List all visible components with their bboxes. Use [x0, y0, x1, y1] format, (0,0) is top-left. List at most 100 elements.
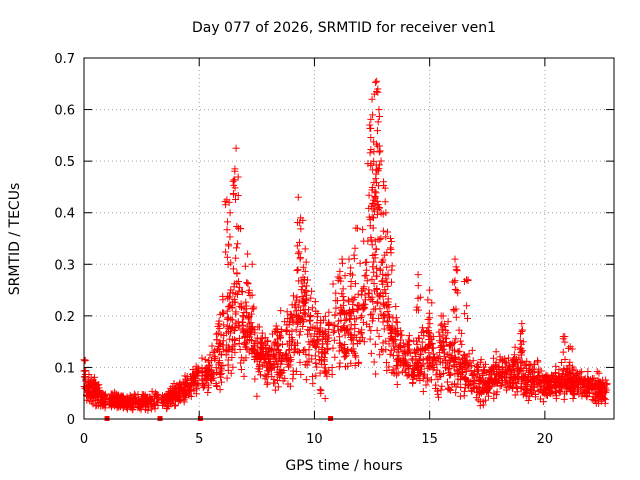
data-point	[309, 380, 317, 388]
data-point	[506, 380, 514, 388]
data-point	[418, 365, 426, 373]
data-point	[213, 382, 221, 390]
data-point	[370, 196, 378, 204]
data-point	[526, 392, 534, 400]
data-point	[537, 381, 545, 389]
data-point	[508, 361, 516, 369]
data-point	[434, 390, 442, 398]
data-point	[429, 344, 437, 352]
data-point	[542, 371, 550, 379]
data-point	[468, 387, 476, 395]
data-point	[334, 327, 342, 335]
data-point	[299, 346, 307, 354]
data-point	[387, 237, 395, 245]
data-point	[299, 302, 307, 310]
data-point	[114, 393, 122, 401]
data-point	[331, 353, 339, 361]
data-point	[383, 367, 391, 375]
data-point	[386, 235, 394, 242]
data-point	[312, 352, 320, 360]
data-point	[366, 222, 374, 230]
data-point	[483, 387, 491, 395]
data-point	[231, 196, 239, 203]
data-point	[108, 401, 116, 409]
data-point	[368, 310, 376, 318]
data-point	[369, 111, 377, 119]
data-point	[393, 381, 401, 389]
data-point	[378, 277, 386, 285]
data-point	[356, 259, 364, 267]
data-point	[480, 363, 488, 371]
data-point	[383, 308, 391, 316]
data-point	[561, 355, 569, 363]
data-point	[362, 296, 370, 304]
data-point	[508, 384, 516, 392]
data-point	[301, 267, 309, 275]
data-point	[310, 336, 318, 344]
data-point	[125, 396, 133, 404]
data-point	[580, 379, 588, 387]
data-point	[261, 354, 269, 362]
data-point	[587, 376, 595, 384]
data-point	[318, 344, 326, 352]
data-point	[235, 287, 243, 295]
data-point	[376, 204, 384, 212]
data-point	[437, 321, 445, 329]
data-point	[273, 342, 281, 350]
data-point	[231, 165, 239, 173]
data-point	[344, 296, 352, 304]
data-point	[354, 290, 362, 298]
data-point	[335, 347, 343, 355]
data-point	[240, 356, 248, 364]
data-point	[329, 328, 337, 336]
data-point	[301, 310, 309, 318]
data-point	[160, 400, 168, 408]
data-point	[167, 385, 175, 393]
data-point	[437, 386, 445, 394]
data-point	[559, 378, 567, 386]
data-point	[347, 308, 355, 316]
data-point	[219, 337, 227, 345]
data-point	[255, 368, 263, 376]
data-point	[414, 271, 422, 279]
data-point	[393, 362, 401, 370]
data-point	[203, 367, 211, 375]
data-point	[357, 314, 365, 322]
data-point	[119, 404, 127, 412]
data-point	[223, 226, 231, 234]
data-point	[316, 386, 324, 394]
data-point	[230, 181, 238, 189]
data-point	[234, 291, 242, 299]
data-point	[452, 335, 460, 343]
data-point	[235, 277, 243, 285]
data-point	[204, 367, 212, 375]
data-point	[231, 176, 239, 184]
data-point	[351, 244, 359, 252]
data-point	[199, 384, 207, 392]
data-point	[465, 381, 473, 389]
data-point	[529, 375, 536, 383]
data-point	[591, 390, 599, 398]
data-point	[452, 354, 460, 362]
data-point	[337, 316, 345, 324]
data-point	[308, 373, 316, 381]
data-point	[373, 290, 381, 298]
data-point	[476, 375, 484, 383]
data-point	[434, 375, 442, 383]
data-point	[507, 370, 515, 378]
data-point	[436, 332, 444, 340]
data-point	[516, 345, 524, 353]
data-point	[450, 307, 458, 315]
data-point	[393, 318, 401, 326]
data-point	[222, 347, 230, 355]
data-point	[216, 373, 224, 381]
data-point	[566, 373, 574, 381]
data-point	[465, 350, 473, 358]
data-point	[192, 374, 200, 382]
data-point	[371, 192, 379, 200]
data-point	[374, 118, 382, 126]
data-point	[470, 376, 478, 384]
y-tick-label: 0.5	[54, 155, 75, 170]
data-point	[503, 359, 511, 367]
data-point	[444, 378, 451, 386]
